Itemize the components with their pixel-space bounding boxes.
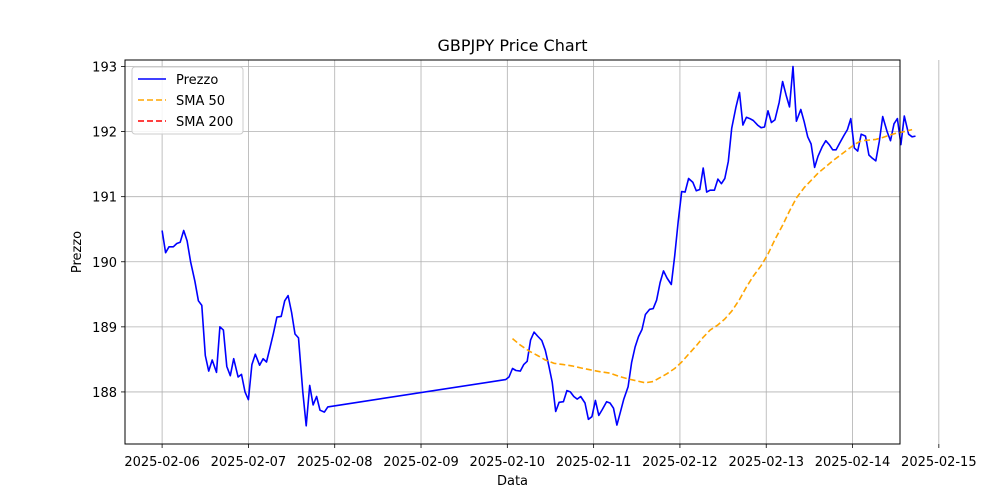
- legend: Prezzo SMA 50 SMA 200: [131, 66, 244, 135]
- x-tick-label: 2025-02-09: [383, 455, 459, 470]
- x-tick-label: 2025-02-08: [297, 455, 373, 470]
- y-tick-label: 191: [92, 191, 117, 206]
- x-tick-label: 2025-02-15: [901, 455, 977, 470]
- y-tick-label: 188: [92, 386, 117, 401]
- legend-label: SMA 50: [176, 94, 225, 109]
- x-tick-label: 2025-02-14: [815, 455, 891, 470]
- x-tick-label: 2025-02-11: [556, 455, 632, 470]
- y-tick-label: 190: [92, 256, 117, 271]
- plot-frame: [124, 59, 901, 445]
- y-axis-label: Prezzo: [70, 231, 85, 273]
- y-tick-label: 189: [92, 321, 117, 336]
- x-axis-label: Data: [497, 474, 528, 489]
- legend-box: [131, 66, 244, 135]
- y-tick-label: 193: [92, 61, 117, 76]
- x-tick-label: 2025-02-12: [642, 455, 718, 470]
- x-tick-label: 2025-02-10: [470, 455, 546, 470]
- y-tick-label: 192: [92, 126, 117, 141]
- series-line-prezzo: [161, 65, 916, 427]
- x-axis-ticks: 2025-02-06 2025-02-07 2025-02-08 2025-02-09…: [124, 444, 977, 470]
- y-axis-ticks: 188 189 190 191 192 193: [92, 61, 125, 401]
- grid: [125, 60, 940, 444]
- chart-title: GBPJPY Price Chart: [438, 36, 588, 55]
- legend-label: Prezzo: [176, 73, 218, 88]
- x-tick-label: 2025-02-13: [728, 455, 804, 470]
- legend-label: SMA 200: [176, 115, 233, 130]
- x-tick-label: 2025-02-07: [211, 455, 287, 470]
- x-tick-label: 2025-02-06: [124, 455, 200, 470]
- series-line-sma-50: [511, 128, 913, 384]
- series-layer: [161, 65, 916, 427]
